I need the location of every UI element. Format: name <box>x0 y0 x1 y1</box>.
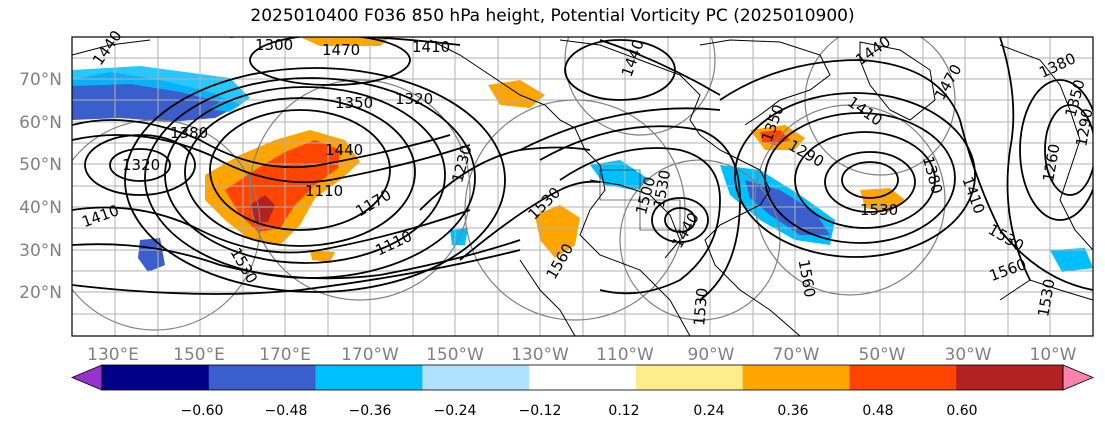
contour-label: 1410 <box>412 38 450 56</box>
colorbar-tick-label: 0.12 <box>608 403 639 419</box>
contour-label: 1470 <box>322 41 360 59</box>
colorbar-extend-low <box>70 364 103 391</box>
colorbar-tick-label: −0.24 <box>434 403 477 419</box>
colorbar-tick-label: 0.24 <box>693 403 724 419</box>
colorbar-segment <box>315 365 423 390</box>
colorbar-segment <box>956 365 1064 390</box>
height-contours <box>72 37 1093 301</box>
shade-orange-baja <box>535 205 580 258</box>
contour-label: 1320 <box>395 90 433 108</box>
colorbar-extend-high <box>1062 364 1095 391</box>
colorbar-frame <box>101 364 1064 391</box>
shade-cyan-small <box>450 228 468 245</box>
lon-label: 10°W <box>1030 345 1077 365</box>
lon-label: 30°W <box>945 345 992 365</box>
colorbar-tick-label: −0.48 <box>265 403 308 419</box>
lon-label: 50°W <box>859 345 906 365</box>
shade-orange-gulf <box>488 80 545 108</box>
shade-orange-lowcenter <box>860 188 905 212</box>
lon-label: 70°W <box>773 345 820 365</box>
lon-label: 130°W <box>511 345 569 365</box>
lon-label: 170°W <box>341 345 399 365</box>
contour-label: 1530 <box>690 287 711 327</box>
colorbar-tick-label: 0.48 <box>862 403 893 419</box>
colorbar-tick-label: −0.36 <box>349 403 392 419</box>
colorbar-segment <box>102 365 210 390</box>
colorbar-segment <box>208 365 317 390</box>
colorbar-segment <box>635 365 744 390</box>
lon-labels: 130°E 150°E 170°E 170°W 150°W 130°W 110°… <box>87 345 1077 365</box>
lat-label: 40°N <box>19 198 62 218</box>
lon-label: 130°E <box>87 345 139 365</box>
colorbar-segment <box>529 365 637 390</box>
shade-darkred-jet <box>250 195 275 222</box>
contour-label: 1350 <box>335 94 373 112</box>
contour-label: 1380 <box>170 124 208 142</box>
lat-label: 60°N <box>19 113 62 133</box>
lon-label: 90°W <box>688 345 735 365</box>
map-frame <box>71 36 1094 337</box>
colorbar-segment <box>422 365 530 390</box>
lat-label: 20°N <box>19 283 62 303</box>
lon-label: 110°W <box>596 345 654 365</box>
contour-label: 1110 <box>305 182 343 200</box>
contour-label: 1300 <box>255 36 293 54</box>
colorbar-tick-label: −0.60 <box>181 403 224 419</box>
colorbar-tick-label: −0.12 <box>519 403 562 419</box>
lon-label: 150°W <box>426 345 484 365</box>
lon-label: 170°E <box>259 345 311 365</box>
lat-labels: 70°N 60°N 50°N 40°N 30°N 20°N <box>19 70 62 303</box>
colorbar-segment <box>849 365 957 390</box>
colorbar-tick-label: 0.36 <box>777 403 808 419</box>
contour-label: 1530 <box>860 201 898 219</box>
shade-cyan-east <box>1050 248 1093 272</box>
colorbar-tick-label: 0.60 <box>946 403 977 419</box>
contour-label: 1440 <box>325 141 363 159</box>
colorbar-tick-labels: −0.60 −0.48 −0.36 −0.24 −0.12 0.12 0.24 … <box>181 403 978 419</box>
colorbar-segment <box>742 365 850 390</box>
lat-label: 30°N <box>19 241 62 261</box>
shade-orange-topleft <box>300 37 390 46</box>
contour-label: 1320 <box>122 156 160 174</box>
colorbar <box>70 364 1095 391</box>
lon-label: 150°E <box>173 345 225 365</box>
lat-label: 70°N <box>19 70 62 90</box>
lat-label: 50°N <box>19 155 62 175</box>
chart-title: 2025010400 F036 850 hPa height, Potentia… <box>250 6 855 26</box>
shade-orange-small <box>310 250 335 262</box>
